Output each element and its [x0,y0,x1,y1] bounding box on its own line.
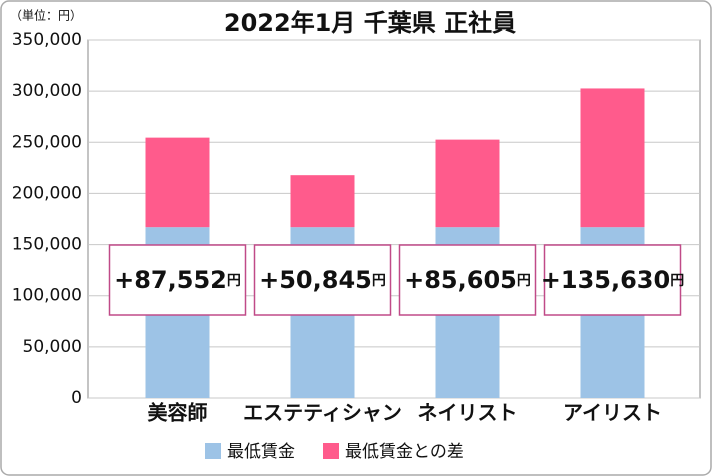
y-tick-label: 250,000 [12,132,82,152]
bar-segment [145,137,210,228]
bar-segment [435,139,500,228]
value-label: +50,845円 [259,266,386,294]
y-tick-label: 350,000 [12,30,82,50]
label-box [108,244,247,316]
label-box [543,244,682,316]
unit-label: （単位：円） [10,8,82,23]
bar-segment [580,88,645,228]
legend-swatch [205,443,221,459]
x-tick-label: エステティシャン [243,401,402,425]
legend-label: 最低賃金 [227,442,295,462]
bar-segment [290,175,355,228]
value-label: +135,630円 [541,266,684,294]
y-tick-label: 150,000 [12,235,82,255]
y-tick-label: 100,000 [12,286,82,306]
label-box [398,244,537,316]
x-tick-label: ネイリスト [418,401,518,425]
y-tick-label: 0 [71,388,82,408]
x-tick-label: アイリスト [563,401,662,425]
chart-title: 2022年1月 千葉県 正社員 [224,9,516,37]
value-label: +85,605円 [404,266,531,294]
label-box [253,244,392,316]
x-tick-label: 美容師 [148,401,208,425]
legend-swatch [323,443,339,459]
legend-label: 最低賃金との差 [345,442,464,462]
y-tick-label: 300,000 [12,81,82,101]
y-tick-label: 50,000 [23,337,82,357]
value-label: +87,552円 [114,266,241,294]
y-tick-label: 200,000 [12,183,82,203]
